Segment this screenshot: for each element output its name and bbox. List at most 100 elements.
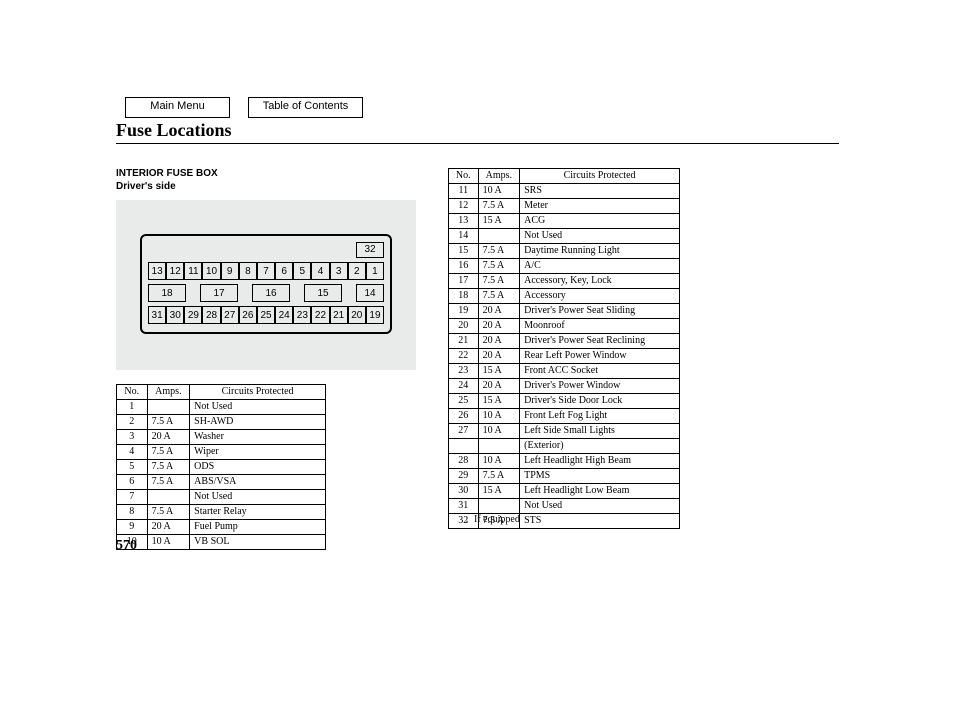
fuse-box-diagram: 32 13121110987654321 1817161514 31302928… (140, 234, 392, 334)
fuse-slot: 13 (148, 262, 166, 280)
cell-amps: 10 A (478, 409, 520, 424)
cell-amps: 15 A (478, 364, 520, 379)
fuse-slot: 31 (148, 306, 166, 324)
cell-amps: 15 A (478, 214, 520, 229)
cell-amps (478, 229, 520, 244)
title-rule (116, 143, 839, 144)
cell-amps: 7.5 A (478, 244, 520, 259)
cell-amps (478, 499, 520, 514)
cell-no: 9 (117, 520, 148, 535)
cell-circuit: Driver's Side Door Lock (520, 394, 680, 409)
cell-circuit: Accessory, Key, Lock (520, 274, 680, 289)
cell-circuit: Left Side Small Lights (520, 424, 680, 439)
cell-amps: 20 A (147, 520, 190, 535)
fuse-slot: 20 (348, 306, 366, 324)
cell-no: 6 (117, 475, 148, 490)
cell-no: 5 (117, 460, 148, 475)
fuse-table-right: No. Amps. Circuits Protected 1110 ASRS12… (448, 168, 680, 529)
fuse-slot: 7 (257, 262, 275, 280)
main-menu-button[interactable]: Main Menu (125, 97, 230, 118)
fuse-slot: 28 (202, 306, 220, 324)
cell-circuit: SH-AWD (190, 415, 326, 430)
table-row: 2220 ARear Left Power Window (449, 349, 680, 364)
table-row: 2515 ADriver's Side Door Lock (449, 394, 680, 409)
table-row: 320 AWasher (117, 430, 326, 445)
cell-no: 20 (449, 319, 479, 334)
manual-page: Main Menu Table of Contents Fuse Locatio… (0, 0, 954, 710)
fuse-slot: 10 (202, 262, 220, 280)
cell-circuit: ACG (520, 214, 680, 229)
cell-amps: 7.5 A (478, 199, 520, 214)
table-row: 297.5 ATPMS (449, 469, 680, 484)
cell-no: 27 (449, 424, 479, 439)
cell-circuit: Wiper (190, 445, 326, 460)
fuse-slot-32: 32 (356, 242, 384, 258)
fuse-slot: 1 (366, 262, 384, 280)
cell-circuit: Driver's Power Seat Sliding (520, 304, 680, 319)
cell-no: 15 (449, 244, 479, 259)
cell-amps: 20 A (478, 319, 520, 334)
cell-circuit: Not Used (190, 400, 326, 415)
table-row: 2420 ADriver's Power Window (449, 379, 680, 394)
cell-amps: 20 A (478, 349, 520, 364)
table-row: 167.5 AA/C (449, 259, 680, 274)
col-no: No. (117, 385, 148, 400)
cell-amps: 10 A (478, 424, 520, 439)
cell-no (449, 439, 479, 454)
table-row: 2020 AMoonroof (449, 319, 680, 334)
section-subheading: Driver's side (116, 181, 176, 192)
cell-no: 31 (449, 499, 479, 514)
cell-no: 22 (449, 349, 479, 364)
cell-no: 25 (449, 394, 479, 409)
table-row: 3015 ALeft Headlight Low Beam (449, 484, 680, 499)
cell-circuit: Front ACC Socket (520, 364, 680, 379)
page-number: 570 (116, 538, 137, 554)
table-row: 47.5 AWiper (117, 445, 326, 460)
cell-no: 28 (449, 454, 479, 469)
cell-amps: 7.5 A (147, 475, 190, 490)
table-row: 14Not Used (449, 229, 680, 244)
cell-amps: 7.5 A (478, 274, 520, 289)
table-row: 2710 ALeft Side Small Lights (449, 424, 680, 439)
table-row: 67.5 AABS/VSA (117, 475, 326, 490)
fuse-slot: 3 (330, 262, 348, 280)
cell-no: 19 (449, 304, 479, 319)
fuse-slot: 23 (293, 306, 311, 324)
cell-circuit: Fuel Pump (190, 520, 326, 535)
cell-circuit: Accessory (520, 289, 680, 304)
fuse-slot: 9 (221, 262, 239, 280)
cell-circuit: STS (520, 514, 680, 529)
fuse-table-left: No. Amps. Circuits Protected 1Not Used27… (116, 384, 326, 550)
col-no: No. (449, 169, 479, 184)
fuse-slot: 15 (304, 284, 342, 302)
cell-no: 24 (449, 379, 479, 394)
cell-circuit: SRS (520, 184, 680, 199)
cell-amps: 15 A (478, 394, 520, 409)
cell-no: 29 (449, 469, 479, 484)
page-title: Fuse Locations (116, 120, 232, 141)
table-of-contents-button[interactable]: Table of Contents (248, 97, 363, 118)
col-circuits: Circuits Protected (190, 385, 326, 400)
fuse-row-bottom: 31302928272625242322212019 (148, 306, 384, 324)
table-row: 187.5 AAccessory (449, 289, 680, 304)
col-amps: Amps. (147, 385, 190, 400)
table-row: 2315 AFront ACC Socket (449, 364, 680, 379)
fuse-slot: 18 (148, 284, 186, 302)
cell-no: 2 (117, 415, 148, 430)
cell-amps: 7.5 A (147, 445, 190, 460)
table-row: 177.5 AAccessory, Key, Lock (449, 274, 680, 289)
cell-amps: 7.5 A (147, 505, 190, 520)
fuse-slot: 6 (275, 262, 293, 280)
table-row: 1010 AVB SOL (117, 535, 326, 550)
fuse-slot: 22 (311, 306, 329, 324)
table-row: 157.5 ADaytime Running Light (449, 244, 680, 259)
fuse-row-top: 13121110987654321 (148, 262, 384, 280)
footnote-text: If equipped (474, 514, 520, 525)
table-row: 57.5 AODS (117, 460, 326, 475)
fuse-slot: 30 (166, 306, 184, 324)
cell-amps: 20 A (478, 334, 520, 349)
cell-no: 11 (449, 184, 479, 199)
cell-no: 23 (449, 364, 479, 379)
cell-circuit: VB SOL (190, 535, 326, 550)
cell-circuit: Driver's Power Seat Reclining (520, 334, 680, 349)
